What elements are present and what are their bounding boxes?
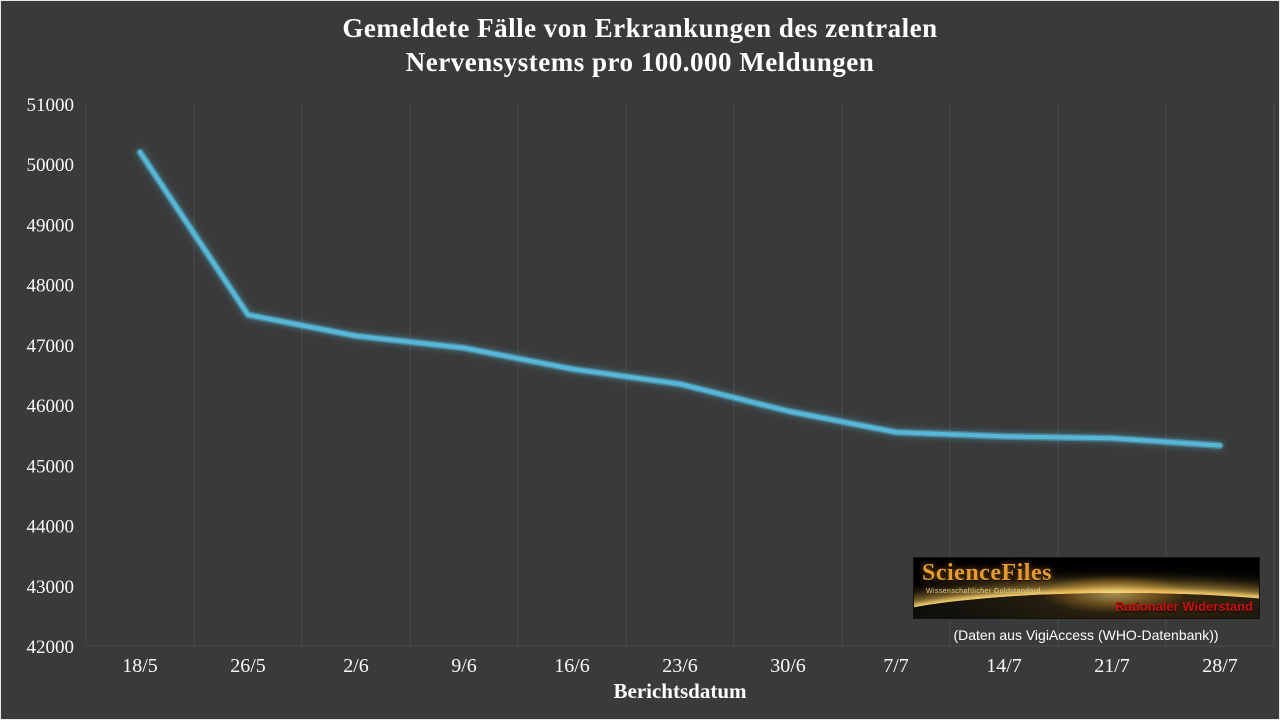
x-tick-label: 16/6 [554,655,590,677]
y-axis-tick-labels: 51000 50000 49000 48000 47000 46000 45000 44000… [27,95,75,658]
x-tick-label: 9/6 [451,655,477,677]
y-tick-label: 51000 [27,95,75,116]
chart-title: Gemeldete Fälle von Erkrankungen des zen… [1,11,1279,79]
y-tick-label: 44000 [27,517,75,538]
x-axis-title: Berichtsdatum [613,679,747,703]
y-tick-label: 48000 [27,276,75,297]
y-tick-label: 43000 [27,577,75,598]
x-axis-tick-labels: 18/5 26/5 2/6 9/6 16/6 23/6 30/6 7/7 14/7 21/7 28/… [122,655,1238,677]
y-tick-label: 46000 [27,396,75,417]
x-tick-label: 26/5 [230,655,266,677]
sciencefiles-logo: ScienceFiles Wissenschaftlicher Goldstan… [913,557,1260,619]
data-source-caption: (Daten aus VigiAccess (WHO-Datenbank)) [953,627,1219,643]
x-tick-label: 23/6 [662,655,698,677]
y-tick-label: 47000 [27,336,75,357]
y-tick-label: 50000 [27,155,75,176]
y-tick-label: 42000 [27,637,75,658]
sun-glow-graphic [1045,576,1184,612]
x-tick-label: 18/5 [122,655,158,677]
x-tick-label: 30/6 [770,655,806,677]
series-line [138,150,1222,448]
gridlines [85,104,1275,647]
logo-tagline-text: Rationaler Widerstand [1115,599,1253,614]
x-tick-label: 21/7 [1094,655,1130,677]
logo-subtitle-text: Wissenschaftlicher Goldstandard [926,588,1041,595]
y-tick-label: 45000 [27,456,75,477]
logo-brand-text: ScienceFiles [922,560,1052,586]
x-tick-label: 14/7 [986,655,1022,677]
chart-title-line1: Gemeldete Fälle von Erkrankungen des zen… [342,13,938,43]
chart-title-line2: Nervensystems pro 100.000 Meldungen [405,47,875,77]
y-tick-label: 49000 [27,215,75,236]
x-tick-label: 28/7 [1202,655,1238,677]
x-tick-label: 2/6 [343,655,369,677]
x-tick-label: 7/7 [883,655,909,677]
